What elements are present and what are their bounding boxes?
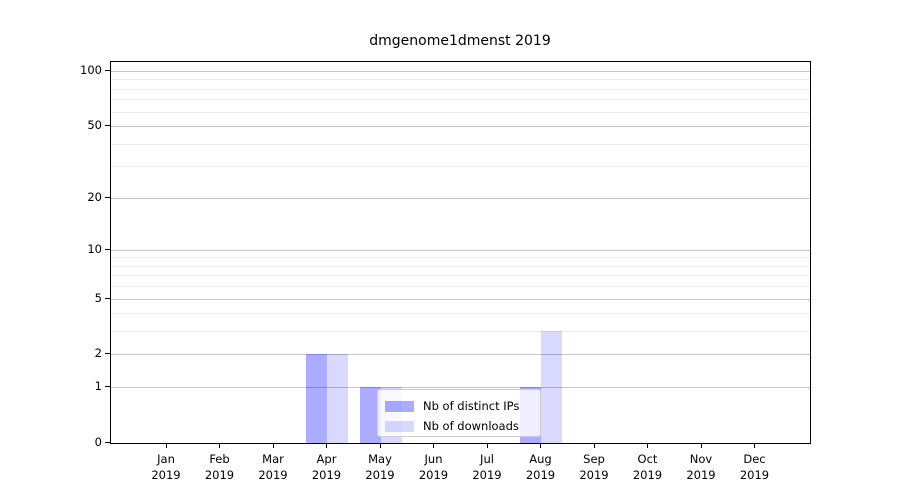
y-tick-mark [105, 297, 110, 299]
x-tick-mark [540, 444, 541, 448]
y-tick-mark [105, 196, 110, 198]
x-tick-mark [379, 444, 381, 448]
x-tick-mark [165, 444, 167, 448]
x-tick-label: Feb 2019 [204, 452, 235, 482]
minor-gridline [111, 166, 810, 168]
x-tick-mark [647, 444, 648, 448]
x-tick-mark [433, 444, 434, 448]
legend: Nb of distinct IPs Nb of downloads [377, 389, 541, 437]
legend-label-distinct-ips: Nb of distinct IPs [423, 399, 520, 413]
y-tick-mark [105, 353, 110, 355]
chart-title: dmgenome1dmenst 2019 [369, 33, 551, 49]
bar-distinct-ips [306, 354, 327, 443]
y-tick-label: 1 [94, 379, 102, 394]
major-gridline [111, 298, 810, 300]
minor-gridline [111, 275, 810, 277]
major-gridline [111, 125, 810, 127]
y-tick-label: 5 [94, 290, 102, 305]
x-tick-mark [486, 444, 488, 448]
legend-label-downloads: Nb of downloads [423, 419, 519, 433]
y-tick-mark [105, 386, 110, 388]
x-tick-label: Aug 2019 [525, 452, 556, 482]
x-tick-label: Apr 2019 [311, 452, 342, 482]
major-gridline [111, 249, 810, 251]
minor-gridline [111, 257, 810, 259]
legend-item-downloads: Nb of downloads [385, 416, 533, 436]
x-tick-label: Oct 2019 [632, 452, 663, 482]
bar-downloads [327, 354, 348, 443]
x-tick-label: Jun 2019 [418, 452, 449, 482]
bar-downloads [541, 331, 562, 443]
minor-gridline [111, 313, 810, 315]
y-tick-label: 100 [80, 62, 102, 77]
y-tick-mark [105, 69, 110, 71]
x-tick-mark [700, 444, 702, 448]
x-tick-label: Sep 2019 [579, 452, 609, 482]
major-gridline [111, 387, 810, 389]
x-tick-label: Jul 2019 [472, 452, 502, 482]
y-tick-label: 50 [87, 117, 102, 132]
legend-swatch-downloads [385, 420, 414, 432]
major-gridline [111, 70, 810, 72]
x-tick-label: Mar 2019 [258, 452, 288, 482]
legend-swatch-distinct-ips [385, 400, 414, 412]
bar-distinct-ips [359, 387, 381, 443]
minor-gridline [111, 331, 810, 333]
x-tick-label: May 2019 [365, 452, 395, 482]
minor-gridline [111, 143, 810, 145]
y-tick-mark [105, 442, 110, 443]
minor-gridline [111, 265, 810, 267]
minor-gridline [111, 286, 810, 288]
x-tick-label: Dec 2019 [739, 452, 770, 482]
major-gridline [111, 354, 810, 356]
y-tick-label: 20 [87, 189, 102, 204]
minor-gridline [111, 111, 810, 113]
x-tick-mark [326, 444, 327, 448]
y-tick-label: 10 [87, 241, 102, 256]
minor-gridline [111, 79, 810, 81]
plot-area: Nb of distinct IPs Nb of downloads [110, 61, 811, 444]
minor-gridline [111, 88, 810, 90]
y-tick-mark [105, 248, 110, 250]
x-tick-mark [593, 444, 595, 448]
major-gridline [111, 197, 810, 199]
x-tick-mark [754, 444, 755, 448]
x-tick-label: Jan 2019 [151, 452, 181, 482]
y-tick-mark [105, 124, 110, 126]
x-tick-mark [219, 444, 220, 448]
y-tick-label: 0 [94, 435, 102, 449]
minor-gridline [111, 99, 810, 101]
x-tick-label: Nov 2019 [686, 452, 716, 482]
y-tick-label: 2 [94, 346, 102, 361]
legend-item-distinct-ips: Nb of distinct IPs [385, 396, 533, 416]
x-tick-mark [272, 444, 274, 448]
